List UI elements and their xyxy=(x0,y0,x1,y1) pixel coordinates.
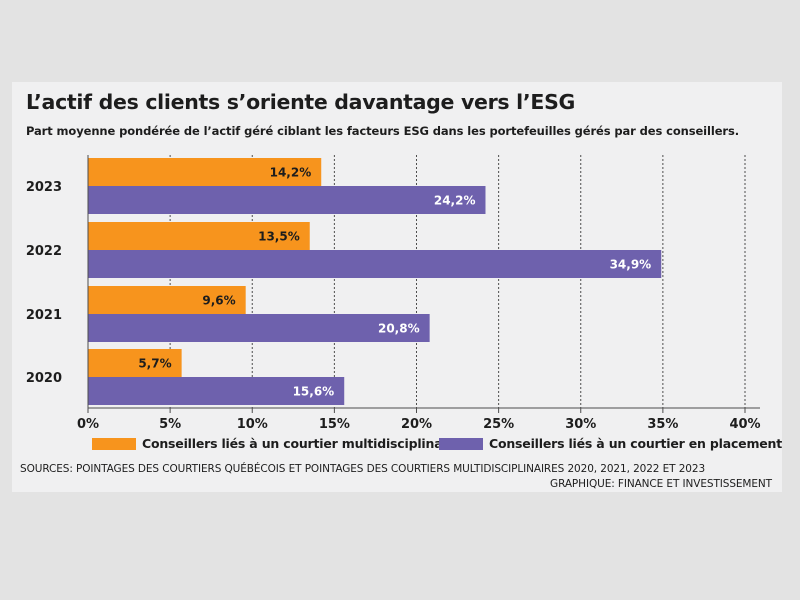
bar xyxy=(88,349,182,377)
legend-label: Conseillers liés à un courtier en placem… xyxy=(489,436,783,451)
credit-text: GRAPHIQUE: FINANCE ET INVESTISSEMENT xyxy=(550,478,772,490)
y-axis: 2023 2022 2021 2020 xyxy=(26,180,62,386)
bar-value-label: 34,9% xyxy=(610,258,652,272)
legend-item-placement: Conseillers liés à un courtier en placem… xyxy=(439,436,782,451)
year-label: 2022 xyxy=(26,244,62,259)
bars xyxy=(88,158,662,405)
bar xyxy=(88,186,486,214)
bar-value-label: 14,2% xyxy=(270,166,312,180)
x-tick-label: 5% xyxy=(159,417,181,432)
chart-title: L’actif des clients s’oriente davantage … xyxy=(26,90,576,114)
x-tick-label: 25% xyxy=(483,417,514,432)
bar xyxy=(88,377,345,405)
x-tick-label: 35% xyxy=(647,417,678,432)
legend-label: Conseillers liés à un courtier multidisc… xyxy=(142,436,461,451)
x-tick-label: 30% xyxy=(565,417,596,432)
sources-text: SOURCES: POINTAGES DES COURTIERS QUÉBÉCO… xyxy=(20,463,706,475)
year-label: 2023 xyxy=(26,180,62,195)
legend: Conseillers liés à un courtier multidisc… xyxy=(92,436,782,456)
x-tick-label: 15% xyxy=(319,417,350,432)
bar xyxy=(88,222,310,250)
bar-labels: 14,2% 24,2% 13,5% 34,9% 9,6% 20,8% 5,7% 15,6% xyxy=(138,166,651,399)
legend-swatch-purple xyxy=(439,437,483,450)
bar-value-label: 9,6% xyxy=(202,294,235,308)
year-label: 2020 xyxy=(26,371,62,386)
chart-subtitle: Part moyenne pondérée de l’actif géré ci… xyxy=(26,124,739,138)
legend-item-multidisciplinaire: Conseillers liés à un courtier multidisc… xyxy=(92,436,461,451)
bar-value-label: 13,5% xyxy=(258,230,300,244)
legend-swatch-orange xyxy=(92,437,136,450)
x-axis: 0% 5% 10% 15% 20% 25% 30% 35% 40% xyxy=(77,155,761,432)
year-label: 2021 xyxy=(26,308,62,323)
sources-footer: SOURCES: POINTAGES DES COURTIERS QUÉBÉCO… xyxy=(20,462,772,492)
bar xyxy=(88,314,430,342)
bar-value-label: 5,7% xyxy=(138,357,171,371)
bar xyxy=(88,158,322,186)
bar-value-label: 15,6% xyxy=(293,385,335,399)
x-tick-label: 40% xyxy=(729,417,760,432)
x-tick-label: 0% xyxy=(77,417,99,432)
bar xyxy=(88,286,246,314)
x-tick-label: 10% xyxy=(237,417,268,432)
bar xyxy=(88,250,662,278)
bar-value-label: 20,8% xyxy=(378,322,420,336)
x-tick-label: 20% xyxy=(401,417,432,432)
bar-value-label: 24,2% xyxy=(434,194,476,208)
